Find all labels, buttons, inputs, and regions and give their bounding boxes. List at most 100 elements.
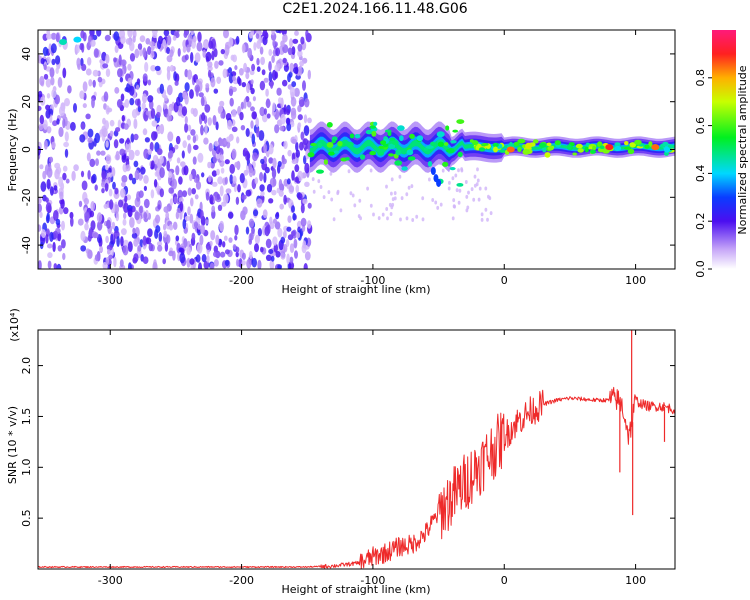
heatmap-cell — [192, 35, 197, 43]
heatmap-cell — [278, 189, 284, 197]
heatmap-cell — [53, 185, 58, 191]
heatmap-cell — [288, 185, 295, 193]
heatmap-cell — [277, 264, 282, 269]
heatmap-cell — [105, 68, 111, 77]
heatmap-cell — [465, 194, 469, 199]
heatmap-cell — [489, 211, 493, 216]
heatmap-cell — [227, 211, 234, 219]
heatmap-cell — [436, 131, 445, 138]
heatmap-cell — [252, 96, 256, 102]
heatmap-cell — [457, 200, 461, 205]
heatmap-cell — [86, 152, 91, 162]
heatmap-cell — [294, 164, 300, 173]
heatmap-cell — [142, 73, 148, 82]
heatmap-cell — [46, 56, 51, 64]
y-tick-label: 20 — [20, 95, 33, 109]
heatmap-cell — [366, 186, 369, 191]
heatmap-cell — [127, 208, 133, 218]
heatmap-cell — [205, 83, 210, 89]
heatmap-cell — [331, 139, 336, 144]
heatmap-cell — [415, 214, 419, 219]
x-tick-label: -100 — [360, 274, 385, 287]
heatmap-cell — [168, 187, 174, 194]
heatmap-cell — [259, 46, 264, 55]
heatmap-cell — [430, 167, 436, 176]
heatmap-cell — [200, 209, 204, 221]
heatmap-cell — [134, 48, 140, 59]
heatmap-cell — [154, 229, 159, 239]
heatmap-cell — [271, 167, 277, 179]
heatmap-cell — [460, 167, 463, 172]
heatmap-cell — [159, 83, 164, 95]
heatmap-cell — [234, 161, 240, 168]
heatmap-cell — [592, 145, 597, 151]
heatmap-cell — [229, 163, 235, 174]
heatmap-cell — [667, 144, 674, 149]
heatmap-cell — [94, 254, 100, 262]
heatmap-cell — [190, 52, 194, 63]
heatmap-cell — [114, 87, 120, 94]
x-tick-label: 0 — [501, 274, 508, 287]
heatmap-cell — [67, 85, 72, 94]
heatmap-cell — [388, 143, 396, 150]
heatmap-cell — [71, 170, 76, 181]
heatmap-cell — [113, 31, 120, 41]
heatmap-cell — [87, 57, 92, 66]
heatmap-cell — [145, 38, 151, 45]
heatmap-cell — [245, 128, 250, 137]
heatmap-cell — [43, 64, 47, 71]
heatmap-cell — [263, 77, 269, 83]
heatmap-cell — [59, 105, 65, 117]
heatmap-cell — [195, 254, 201, 263]
heatmap-cell — [226, 136, 232, 143]
heatmap-cell — [105, 257, 110, 265]
heatmap-cell — [254, 177, 259, 185]
heatmap-cell — [176, 96, 181, 107]
heatmap-cell — [228, 237, 233, 243]
heatmap-cell — [317, 179, 321, 184]
heatmap-cell — [127, 77, 133, 85]
heatmap-cell — [239, 173, 245, 184]
heatmap-cell — [280, 40, 285, 48]
heatmap-cell — [143, 212, 148, 220]
heatmap-cell — [289, 86, 296, 98]
heatmap-cell — [274, 221, 281, 230]
heatmap-cell — [250, 79, 254, 85]
heatmap-cell — [248, 250, 253, 260]
heatmap-cell — [218, 60, 224, 66]
heatmap-cell — [303, 125, 310, 136]
heatmap-cell — [347, 169, 351, 174]
heatmap-cell — [84, 211, 90, 222]
heatmap-cell — [154, 65, 161, 71]
heatmap-cell — [172, 35, 177, 41]
heatmap-cell — [251, 133, 256, 145]
heatmap-cell — [300, 217, 307, 227]
heatmap-cell — [488, 196, 492, 201]
heatmap-cell — [208, 40, 214, 49]
heatmap-cell — [452, 198, 456, 203]
heatmap-cell — [142, 47, 147, 58]
heatmap-cell — [146, 237, 152, 245]
heatmap-cell — [165, 211, 170, 219]
heatmap-cell — [220, 167, 225, 174]
y-tick-label: 1.5 — [20, 408, 33, 426]
heatmap-cell — [82, 103, 87, 109]
heatmap-cell — [409, 133, 415, 139]
heatmap-cell — [480, 212, 484, 217]
heatmap-cell — [421, 217, 425, 222]
heatmap-cell — [43, 140, 48, 150]
heatmap-cell — [177, 105, 183, 117]
heatmap-cell — [179, 247, 185, 253]
heatmap-cell — [227, 119, 233, 130]
heatmap-cell — [150, 189, 155, 199]
heatmap-cell — [270, 255, 275, 262]
heatmap-cell — [213, 48, 218, 58]
heatmap-cell — [225, 188, 232, 195]
heatmap-cell — [304, 98, 310, 108]
heatmap-cell — [257, 228, 262, 237]
heatmap-cell — [407, 156, 416, 161]
heatmap-cell — [295, 141, 299, 152]
heatmap-cell — [198, 92, 204, 98]
heatmap-cell — [133, 253, 139, 263]
heatmap-cell — [277, 227, 283, 238]
